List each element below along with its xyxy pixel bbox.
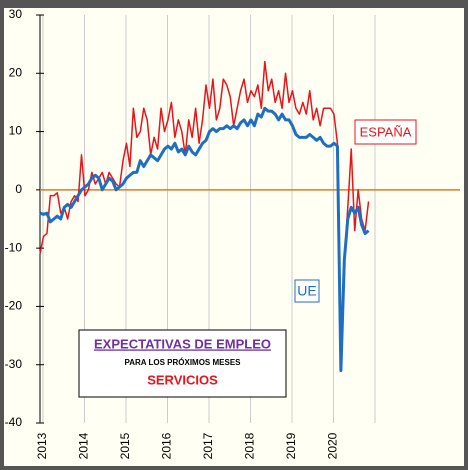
x-tick-label: 2013 <box>35 432 49 459</box>
subtitle: PARA LOS PRÓXIMOS MESES <box>124 358 241 367</box>
y-tick-label: 30 <box>9 7 23 21</box>
y-tick-label: -30 <box>5 357 23 371</box>
y-tick-label: -20 <box>5 299 23 313</box>
line-series <box>39 106 370 373</box>
x-tick-label: 2015 <box>118 432 132 459</box>
y-tick-label: 0 <box>15 182 22 196</box>
subtitle: SERVICIOS <box>147 372 218 387</box>
title-box <box>78 329 287 398</box>
legend-label: UE <box>297 283 316 299</box>
x-tick-label: 2019 <box>284 432 298 459</box>
legend-label: ESPAÑA <box>360 124 412 139</box>
y-tick-label: 20 <box>9 65 23 79</box>
y-tick-label: -40 <box>5 415 23 429</box>
legend-box <box>294 279 320 303</box>
x-tick-label: 2020 <box>326 432 340 459</box>
x-tick-label: 2014 <box>77 432 91 459</box>
legend-box <box>354 119 417 145</box>
y-tick-label: 10 <box>9 124 23 138</box>
line-series <box>39 60 370 366</box>
title: EXPECTATIVAS DE EMPLEO <box>94 336 271 351</box>
x-tick-label: 2018 <box>243 432 257 459</box>
x-tick-label: 2017 <box>201 432 215 459</box>
x-tick-label: 2016 <box>160 432 174 459</box>
y-tick-label: -10 <box>5 240 23 254</box>
